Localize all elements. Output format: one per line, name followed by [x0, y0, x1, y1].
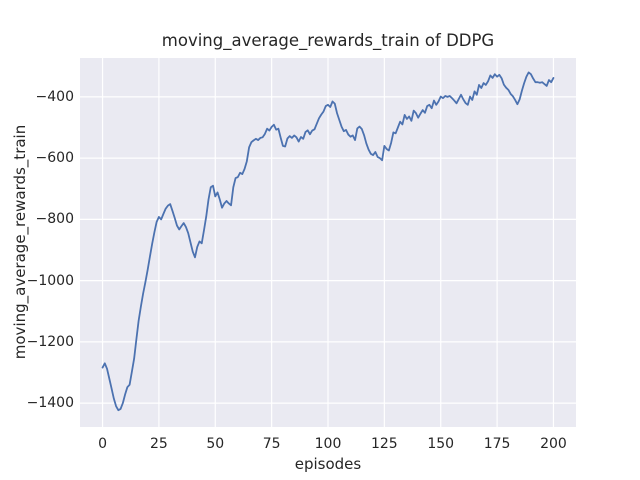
y-tick-label: −1400	[26, 395, 74, 412]
y-tick-label: −1200	[26, 333, 74, 350]
y-tick-label: −600	[35, 150, 74, 167]
y-tick-label: −800	[35, 211, 74, 228]
x-axis-label: episodes	[294, 455, 362, 473]
x-tick-label: 150	[427, 436, 455, 452]
plot-area	[80, 58, 576, 427]
plot-canvas	[80, 58, 576, 427]
x-tick-label: 100	[314, 436, 342, 452]
x-tick-label: 50	[206, 436, 225, 452]
x-tick-label: 125	[370, 436, 398, 452]
x-tick-label: 25	[149, 436, 168, 452]
x-tick-label: 200	[540, 436, 567, 452]
y-tick-label: −1000	[26, 272, 74, 289]
y-tick-label: −400	[35, 88, 74, 105]
series-line	[101, 71, 555, 412]
x-tick-label: 75	[262, 436, 281, 452]
chart-title: moving_average_rewards_train of DDPG	[161, 31, 495, 50]
x-tick-label: 0	[98, 436, 107, 452]
x-tick-label: 175	[483, 436, 511, 452]
y-axis-label: moving_average_rewards_train	[11, 124, 29, 360]
